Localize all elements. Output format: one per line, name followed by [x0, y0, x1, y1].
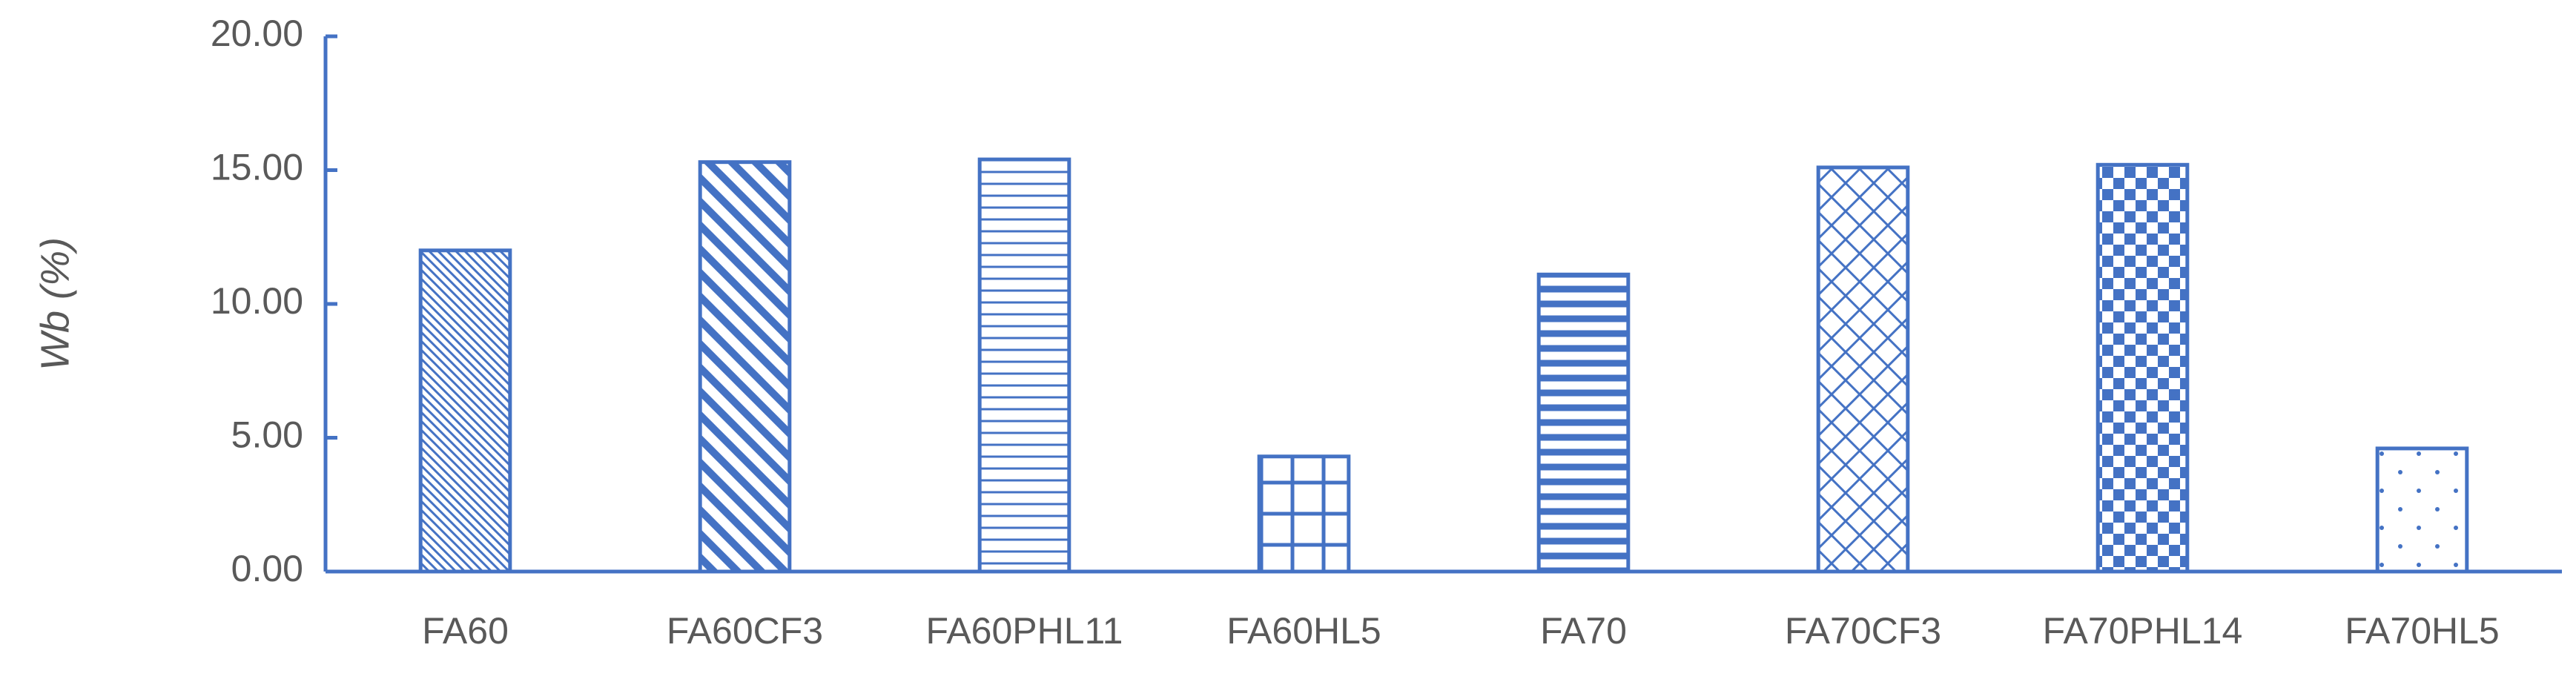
x-tick-label: FA60	[422, 610, 509, 652]
bar	[418, 248, 512, 574]
bar	[2375, 446, 2469, 574]
x-tick-label: FA70CF3	[1785, 610, 1941, 652]
x-tick-label: FA60CF3	[667, 610, 823, 652]
x-tick-label: FA60PHL11	[926, 610, 1123, 652]
y-tick-label: 0.00	[231, 548, 303, 589]
x-tick-label: FA60HL5	[1226, 610, 1381, 652]
bar	[698, 160, 792, 574]
bar	[1536, 272, 1631, 574]
x-tick-label: FA70PHL14	[2043, 610, 2243, 652]
bar	[1816, 165, 1910, 574]
bar	[2096, 162, 2190, 574]
x-tick-label: FA70HL5	[2345, 610, 2499, 652]
y-tick-label: 15.00	[211, 147, 303, 188]
x-tick-label: FA70	[1540, 610, 1627, 652]
y-tick-label: 20.00	[211, 13, 303, 54]
bar	[977, 157, 1071, 574]
y-tick-label: 10.00	[211, 280, 303, 322]
y-axis-label: Wb (%)	[33, 237, 77, 371]
bar	[1257, 454, 1351, 574]
y-tick-label: 5.00	[231, 414, 303, 456]
